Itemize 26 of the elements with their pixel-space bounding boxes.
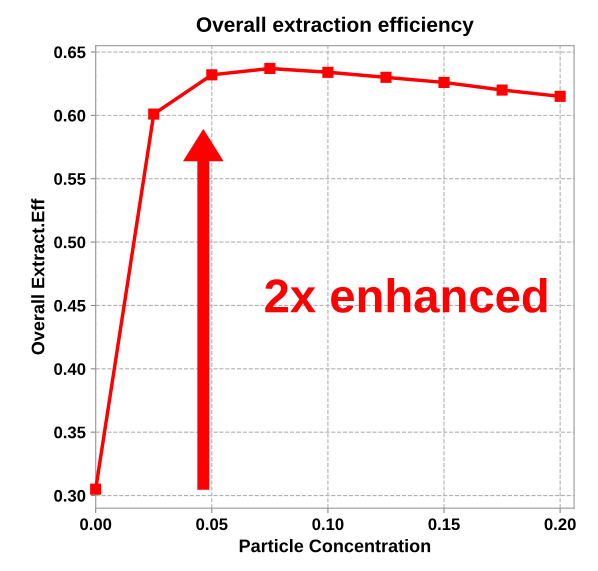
point: [496, 84, 508, 96]
point: [438, 76, 450, 88]
y-tick-label: 0.55: [54, 173, 86, 185]
chart-title: Overall extraction efficiency: [196, 16, 474, 36]
point: [206, 69, 218, 80]
point: [264, 62, 276, 74]
y-tick-label: 0.65: [54, 46, 86, 58]
x-tick-label: 0.05: [196, 518, 228, 530]
point: [380, 72, 392, 83]
point: [322, 66, 334, 78]
point: [90, 484, 102, 495]
point: [148, 108, 160, 120]
y-tick-label: 0.45: [54, 300, 86, 312]
x-tick-label: 0.15: [428, 518, 460, 530]
y-tick-label: 0.60: [54, 110, 86, 122]
annotation: 2x enhanced: [265, 278, 547, 313]
point: [554, 90, 566, 102]
y-tick-label: 0.35: [54, 426, 86, 438]
x-tick-label: 0.00: [80, 518, 112, 530]
y-tick-label: 0.40: [54, 363, 86, 376]
x-axis-title: Particle Concentration: [240, 539, 430, 552]
y-tick-label: 0.50: [54, 236, 86, 248]
y-tick-label: 0.30: [54, 490, 86, 502]
y-axis-title: Overall Extract.Eff: [31, 198, 44, 354]
x-tick-label: 0.20: [544, 518, 576, 530]
x-tick-label: 0.10: [312, 518, 344, 530]
